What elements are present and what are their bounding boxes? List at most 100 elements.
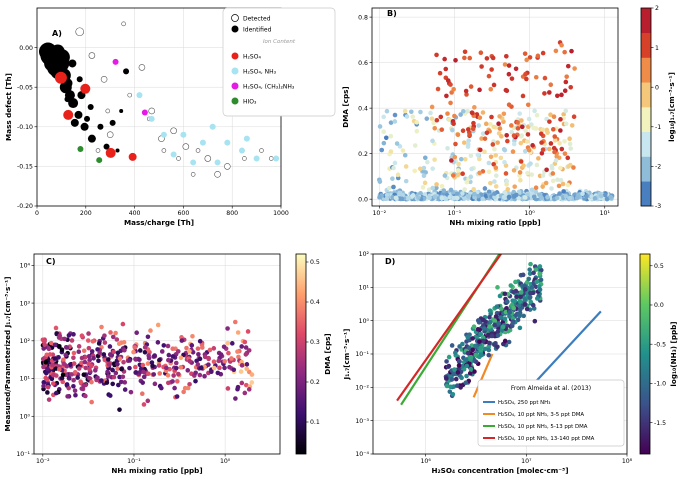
a-point — [115, 148, 120, 153]
b-point — [471, 120, 476, 126]
b-point — [458, 112, 463, 117]
c-panel-label: C) — [46, 257, 56, 266]
c-point — [113, 330, 118, 336]
b-point — [483, 194, 489, 199]
b-point — [568, 146, 574, 151]
d-point — [449, 377, 455, 382]
panel-b: 10⁻² 10⁻¹ 10⁰ 10¹ 0.0 0.2 0.4 0.6 0.8 NH₃ mixing … — [341, 5, 676, 227]
d-point — [456, 358, 462, 364]
b-point — [403, 164, 409, 169]
d-legend-label: H₂SO₄, 10 ppt NH₃, 3-5 ppt DMA — [498, 412, 584, 418]
a-point — [100, 75, 108, 83]
b-point — [547, 90, 552, 95]
c-point — [165, 343, 171, 349]
b-point — [475, 193, 481, 199]
a-point — [214, 171, 221, 178]
b-point — [566, 163, 571, 169]
c-point — [71, 361, 77, 366]
b-point — [480, 110, 486, 115]
c-point — [198, 365, 204, 371]
c-point — [86, 354, 92, 359]
a-point — [96, 157, 103, 164]
c-point — [89, 399, 94, 405]
c-point — [59, 347, 65, 353]
d-colorbar-tick-label: -0.5 — [654, 341, 666, 348]
b-point — [525, 132, 531, 137]
b-point — [512, 193, 517, 199]
b-point — [439, 183, 445, 189]
c-point — [83, 365, 88, 371]
c-point — [235, 330, 241, 335]
d-point — [502, 338, 508, 344]
c-point — [107, 344, 113, 349]
b-point — [528, 161, 533, 166]
d-point — [492, 322, 498, 328]
c-point — [61, 361, 67, 367]
b-point — [518, 140, 524, 146]
b-point — [560, 181, 566, 187]
b-point — [439, 127, 445, 132]
d-point — [537, 287, 543, 292]
a-legend-label: H₂SO₄ — [243, 54, 261, 61]
a-point — [136, 92, 143, 99]
b-point — [513, 66, 519, 72]
b-point — [406, 195, 412, 201]
b-point — [377, 179, 383, 184]
c-point — [171, 373, 176, 378]
c-xlabel: NH₃ mixing ratio [ppb] — [111, 466, 202, 475]
b-point — [527, 55, 533, 60]
c-point — [71, 332, 76, 337]
a-point — [77, 145, 84, 152]
d-point — [510, 320, 516, 326]
c-point — [43, 370, 49, 376]
b-point — [558, 117, 563, 122]
b-point — [451, 121, 456, 127]
d-point — [483, 319, 488, 324]
c-point — [145, 361, 151, 366]
b-point — [572, 66, 577, 71]
b-point — [544, 167, 549, 173]
d-point — [508, 283, 514, 288]
a-point — [112, 58, 119, 65]
b-point — [512, 184, 518, 189]
c-point — [148, 328, 153, 333]
c-point — [197, 338, 203, 344]
c-point — [133, 370, 139, 375]
c-point — [69, 372, 75, 377]
c-point — [232, 319, 238, 325]
c-point — [76, 349, 82, 355]
d-point — [475, 318, 481, 323]
c-point — [85, 338, 91, 343]
d-point — [464, 373, 469, 379]
b-point — [446, 117, 452, 122]
b-colorbar-tick-label: 0 — [655, 84, 659, 91]
b-point — [574, 195, 580, 201]
b-point — [418, 191, 423, 196]
d-point — [487, 324, 492, 329]
c-point — [173, 365, 179, 371]
d-point — [522, 302, 528, 307]
c-point — [202, 354, 208, 360]
c-point — [146, 355, 152, 361]
c-point — [156, 363, 162, 368]
b-point — [377, 124, 383, 129]
b-colorbar-frame — [640, 7, 652, 207]
d-point — [507, 310, 513, 315]
c-point — [193, 378, 198, 384]
b-point — [465, 142, 471, 147]
c-point — [46, 397, 52, 402]
c-point — [45, 390, 50, 395]
a-point — [84, 115, 91, 122]
c-point — [239, 344, 244, 349]
a-point — [148, 115, 155, 122]
c-point — [86, 361, 91, 367]
d-point — [478, 345, 484, 350]
a-point — [63, 109, 74, 120]
c-point — [120, 374, 126, 380]
d-point — [493, 314, 499, 319]
a-point — [95, 148, 101, 153]
b-point — [584, 194, 589, 199]
d-point — [473, 352, 478, 358]
b-point — [549, 186, 554, 191]
c-point — [157, 357, 162, 363]
